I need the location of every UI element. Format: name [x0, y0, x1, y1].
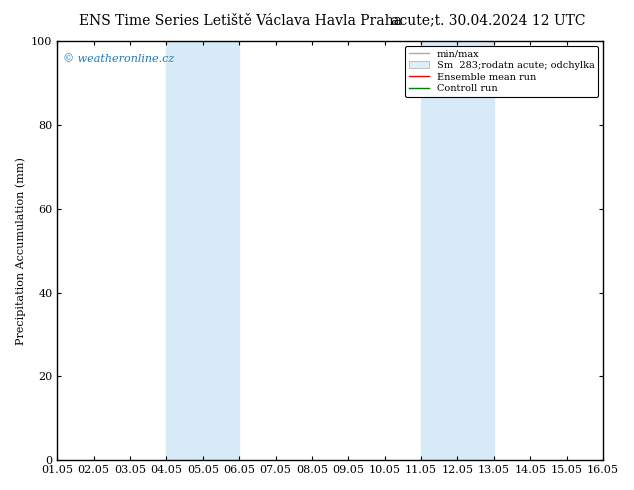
Legend: min/max, Sm  283;rodatn acute; odchylka, Ensemble mean run, Controll run: min/max, Sm 283;rodatn acute; odchylka, … — [405, 46, 598, 97]
Bar — [421, 41, 494, 460]
Bar — [167, 41, 239, 460]
Text: ENS Time Series Letiště Václava Havla Praha: ENS Time Series Letiště Václava Havla Pr… — [79, 14, 403, 28]
Text: acute;t. 30.04.2024 12 UTC: acute;t. 30.04.2024 12 UTC — [391, 14, 585, 28]
Text: © weatheronline.cz: © weatheronline.cz — [63, 53, 174, 64]
Y-axis label: Precipitation Accumulation (mm): Precipitation Accumulation (mm) — [15, 157, 25, 344]
